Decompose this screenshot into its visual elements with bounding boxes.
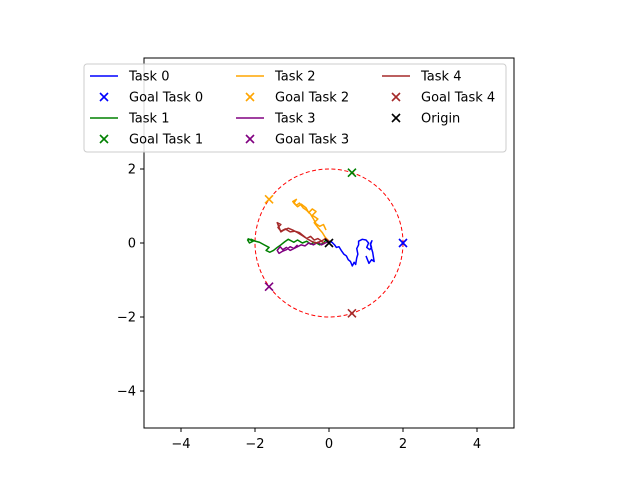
trajectory-task-0 [328,238,375,267]
legend-label: Task 1 [128,112,169,127]
legend-label: Task 4 [420,70,461,85]
legend-entry-task-4: Task 4 [382,70,461,85]
goal-marker-task-4 [347,308,357,318]
trajectory-task-2 [291,198,330,242]
y-tick-label: −2 [117,311,136,326]
legend-label: Task 2 [274,70,315,85]
legend-marker-swatch [391,92,401,102]
legend-label: Task 3 [274,112,315,127]
legend: Task 0 Goal Task 0 Task 1 Goal Task 1 Task 2… [83,63,507,153]
x-tick-label: 0 [325,437,333,452]
legend-entry-origin: Origin [391,112,460,127]
legend-marker-swatch [99,134,109,144]
legend-marker-swatch [99,92,109,102]
legend-entry-goal-task-3: Goal Task 3 [245,133,349,148]
legend-label: Origin [421,112,460,127]
legend-entry-task-0: Task 0 [90,70,169,85]
axes-layer: −4 −2 0 2 4 −4 −2 0 2 [117,163,481,453]
legend-entry-goal-task-0: Goal Task 0 [99,91,203,106]
legend-label: Goal Task 1 [129,133,203,148]
legend-entry-goal-task-2: Goal Task 2 [245,91,349,106]
y-tick-label: 2 [128,163,136,178]
legend-label: Goal Task 3 [275,133,349,148]
origin-marker [324,238,334,248]
goal-marker-task-2 [264,194,274,204]
x-tick-label: 2 [399,437,407,452]
goal-marker-task-3 [264,282,274,292]
legend-marker-swatch [245,134,255,144]
legend-label: Goal Task 0 [129,91,203,106]
legend-marker-swatch [391,113,401,123]
x-tick-label: −2 [245,437,264,452]
data-layer [246,168,408,318]
goal-marker-task-0 [398,238,408,248]
legend-entry-goal-task-4: Goal Task 4 [391,91,495,106]
legend-entry-task-2: Task 2 [236,70,315,85]
trajectory-task-4 [276,221,330,244]
legend-entry-task-3: Task 3 [236,112,315,127]
legend-box [83,63,507,153]
y-tick-label: −4 [117,385,136,400]
legend-marker-swatch [245,92,255,102]
goal-marker-task-1 [347,168,357,178]
legend-label: Goal Task 2 [275,91,349,106]
x-tick-label: 4 [473,437,481,452]
legend-entry-task-1: Task 1 [90,112,169,127]
y-tick-label: 0 [128,237,136,252]
x-tick-label: −4 [171,437,190,452]
legend-label: Task 0 [128,70,169,85]
legend-entry-goal-task-1: Goal Task 1 [99,133,203,148]
legend-label: Goal Task 4 [421,91,495,106]
